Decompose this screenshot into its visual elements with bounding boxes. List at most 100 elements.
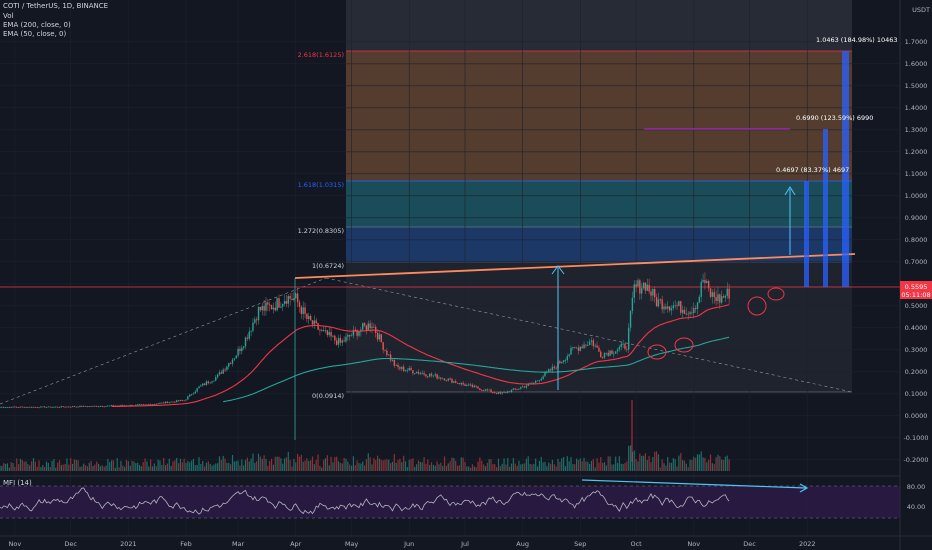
volume-bar bbox=[417, 460, 420, 471]
volume-bar bbox=[429, 464, 431, 471]
volume-bar bbox=[399, 458, 401, 471]
mfi-indicator-label[interactable]: MFI (14) bbox=[3, 479, 32, 487]
candle-body bbox=[252, 322, 254, 331]
volume-bar bbox=[125, 459, 128, 471]
symbol-title[interactable]: COTI / TetherUS, 1D, BINANCE bbox=[3, 2, 109, 10]
volume-bar bbox=[36, 466, 38, 471]
volume-bar bbox=[53, 459, 55, 471]
candle-body bbox=[479, 388, 481, 391]
volume-bar bbox=[261, 458, 263, 471]
volume-bar bbox=[702, 457, 704, 471]
volume-bar bbox=[347, 461, 349, 471]
volume-bar bbox=[587, 461, 589, 471]
candle-body bbox=[282, 303, 284, 307]
volume-bar bbox=[564, 466, 567, 471]
candle-body bbox=[388, 354, 390, 356]
volume-bar bbox=[456, 465, 459, 471]
time-tick-label: Nov bbox=[687, 540, 700, 548]
candle-body bbox=[136, 404, 139, 406]
measure-arrows[interactable] bbox=[551, 186, 796, 390]
candle-body bbox=[354, 329, 356, 331]
candle-body bbox=[196, 388, 198, 392]
volume-indicator-label[interactable]: Vol bbox=[3, 12, 14, 20]
candle-body bbox=[97, 406, 100, 408]
volume-bar bbox=[512, 457, 514, 471]
resistance-trendline[interactable] bbox=[294, 253, 856, 279]
candle-body bbox=[94, 405, 96, 407]
candle-body bbox=[596, 345, 598, 348]
candle-body bbox=[105, 406, 107, 407]
candle-body bbox=[179, 400, 182, 402]
volume-bar bbox=[600, 457, 602, 471]
volume-bar bbox=[129, 465, 131, 471]
dashed-uptrend-line[interactable] bbox=[0, 277, 327, 405]
candle-body bbox=[414, 373, 416, 374]
volume-bar bbox=[179, 458, 182, 471]
price-tick-label: 0.8000 bbox=[905, 236, 928, 244]
ema200-indicator-label[interactable]: EMA (200, close, 0) bbox=[3, 21, 71, 29]
candle-body bbox=[707, 281, 710, 289]
volume-bar bbox=[315, 459, 317, 471]
volume-bar bbox=[570, 457, 572, 471]
volume-bar bbox=[525, 458, 527, 471]
volume-bar bbox=[403, 455, 405, 471]
candle-body bbox=[174, 401, 176, 403]
volume-bar bbox=[713, 464, 715, 471]
candle-body bbox=[715, 297, 717, 301]
candle-body bbox=[110, 405, 113, 406]
volume-bar bbox=[410, 459, 412, 471]
volume-bar bbox=[507, 458, 509, 471]
candle-body bbox=[187, 396, 189, 400]
volume-bar bbox=[252, 453, 254, 471]
candle-body bbox=[376, 332, 379, 340]
price-axis[interactable]: 1.7000 1.6000 1.5000 1.4000 1.3000 1.2000 1.10… bbox=[903, 38, 928, 464]
volume-bar bbox=[217, 463, 219, 471]
candle-body bbox=[343, 340, 345, 342]
candle-body bbox=[189, 394, 191, 397]
candle-body bbox=[319, 329, 321, 331]
candle-body bbox=[583, 344, 585, 349]
volume-bar bbox=[332, 462, 334, 471]
time-axis[interactable]: Nov Dec 2021 Feb Mar Apr May Jun Jul Aug Sep Oct Nov… bbox=[9, 540, 816, 548]
volume-bar bbox=[310, 460, 312, 471]
candle-body bbox=[432, 375, 435, 377]
candle-body bbox=[527, 383, 529, 386]
price-tick-label: -0.2000 bbox=[903, 456, 928, 464]
fib-zone-1272 bbox=[346, 227, 852, 262]
volume-bar bbox=[676, 466, 678, 471]
candle-body bbox=[428, 373, 431, 377]
candle-body bbox=[32, 406, 35, 408]
volume-bar bbox=[706, 462, 708, 471]
candle-body bbox=[112, 405, 115, 406]
volume-bar bbox=[693, 456, 695, 471]
volume-bar bbox=[523, 463, 526, 471]
candle-body bbox=[34, 406, 37, 408]
candle-body bbox=[358, 331, 360, 336]
volume-bar bbox=[652, 457, 654, 471]
volume-bar bbox=[590, 460, 593, 471]
price-tick-label: 0.5000 bbox=[905, 302, 928, 310]
volume-bar bbox=[200, 464, 202, 471]
price-tick-label: -0.1000 bbox=[903, 434, 928, 442]
candle-body bbox=[648, 284, 650, 292]
candle-body bbox=[564, 360, 567, 361]
candle-body bbox=[680, 301, 682, 313]
volume-bar bbox=[215, 463, 217, 471]
candle-body bbox=[423, 373, 425, 375]
volume-bar bbox=[477, 461, 479, 471]
candle-body bbox=[334, 335, 336, 341]
ema50-indicator-label[interactable]: EMA (50, close, 0) bbox=[3, 30, 67, 38]
candle-body bbox=[38, 407, 40, 409]
candle-body bbox=[488, 389, 490, 391]
candle-body bbox=[607, 352, 609, 356]
volume-bar bbox=[96, 461, 98, 471]
candle-body bbox=[681, 309, 684, 313]
mfi-divergence-line[interactable] bbox=[581, 479, 807, 489]
fib-extension-tool[interactable] bbox=[346, 0, 852, 393]
fib-label-1: 1(0.6724) bbox=[312, 262, 344, 270]
volume-bar bbox=[105, 465, 107, 471]
fib-label-1618: 1.618(1.0315) bbox=[298, 181, 344, 189]
candle-body bbox=[304, 307, 306, 314]
candle-body bbox=[71, 406, 74, 408]
